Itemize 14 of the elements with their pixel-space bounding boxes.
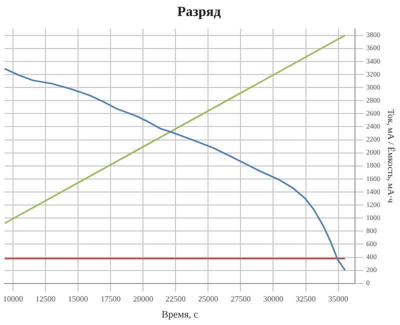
x-tick-label: 10000: [3, 294, 23, 304]
x-tick-label: 32500: [296, 294, 316, 304]
x-tick-label: 20000: [133, 294, 154, 304]
y-axis-title: Ток, мА / Ёмкость, мА·ч: [386, 109, 396, 204]
chart-title: Разряд: [177, 5, 221, 20]
x-axis-title: Время, с: [162, 310, 199, 321]
x-tick-label: 12500: [36, 294, 56, 304]
x-tick-label: 22500: [166, 294, 186, 304]
x-tick-label: 25000: [198, 294, 218, 304]
x-tick-label: 27500: [230, 294, 251, 304]
x-tick-label: 30000: [263, 294, 284, 304]
x-tick-label: 35000: [328, 294, 348, 304]
x-tick-label: 17500: [100, 294, 121, 304]
x-tick-label: 15000: [68, 294, 88, 304]
